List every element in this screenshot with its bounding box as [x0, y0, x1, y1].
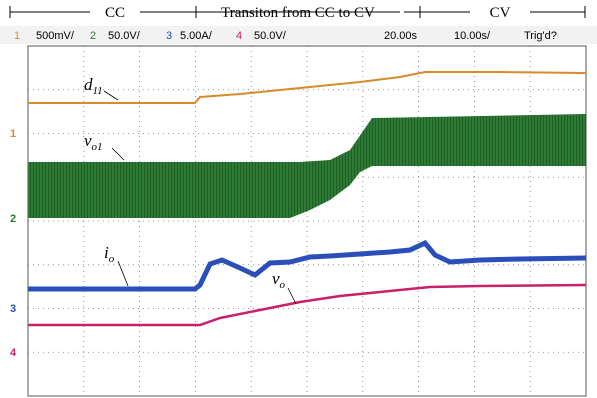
status: Trig'd?: [524, 30, 557, 42]
trace-label: vo: [272, 269, 286, 291]
scope-figure: CC Transiton from CC to CV CV 1 500mV/ 2…: [0, 0, 597, 398]
vo1-trace: [28, 114, 586, 218]
ch-number: 2: [90, 30, 96, 42]
header: 1 500mV/ 2 50.0V/ 3 5.00A/ 4 50.0V/ 20.0…: [14, 30, 557, 42]
ch-number: 4: [236, 30, 242, 42]
ch-number: 1: [14, 30, 20, 42]
subscript: 11: [93, 85, 103, 97]
trace-label: d11: [84, 75, 103, 97]
ch-scale: 50.0V/: [108, 30, 141, 42]
timebase: 10.00s/: [454, 30, 491, 42]
channel-markers: 1 2 3 4: [10, 128, 17, 359]
ch-scale: 50.0V/: [254, 30, 287, 42]
graticule: [28, 46, 586, 396]
position: 20.00s: [384, 30, 418, 42]
marker: 3: [10, 303, 16, 315]
marker: 1: [10, 128, 16, 140]
transition-label: Transiton from CC to CV: [221, 5, 375, 21]
ch-number: 3: [166, 30, 172, 42]
subscript: o: [109, 253, 115, 265]
subscript: o: [280, 279, 286, 291]
ch-scale: 5.00A/: [180, 30, 213, 42]
marker: 4: [10, 347, 17, 359]
trace-label: io: [104, 243, 115, 265]
cc-label: CC: [105, 5, 125, 21]
subscript: o1: [92, 141, 103, 153]
marker: 2: [10, 213, 16, 225]
trace-label: vo1: [84, 131, 103, 153]
cv-label: CV: [490, 5, 511, 21]
ch-scale: 500mV/: [36, 30, 75, 42]
